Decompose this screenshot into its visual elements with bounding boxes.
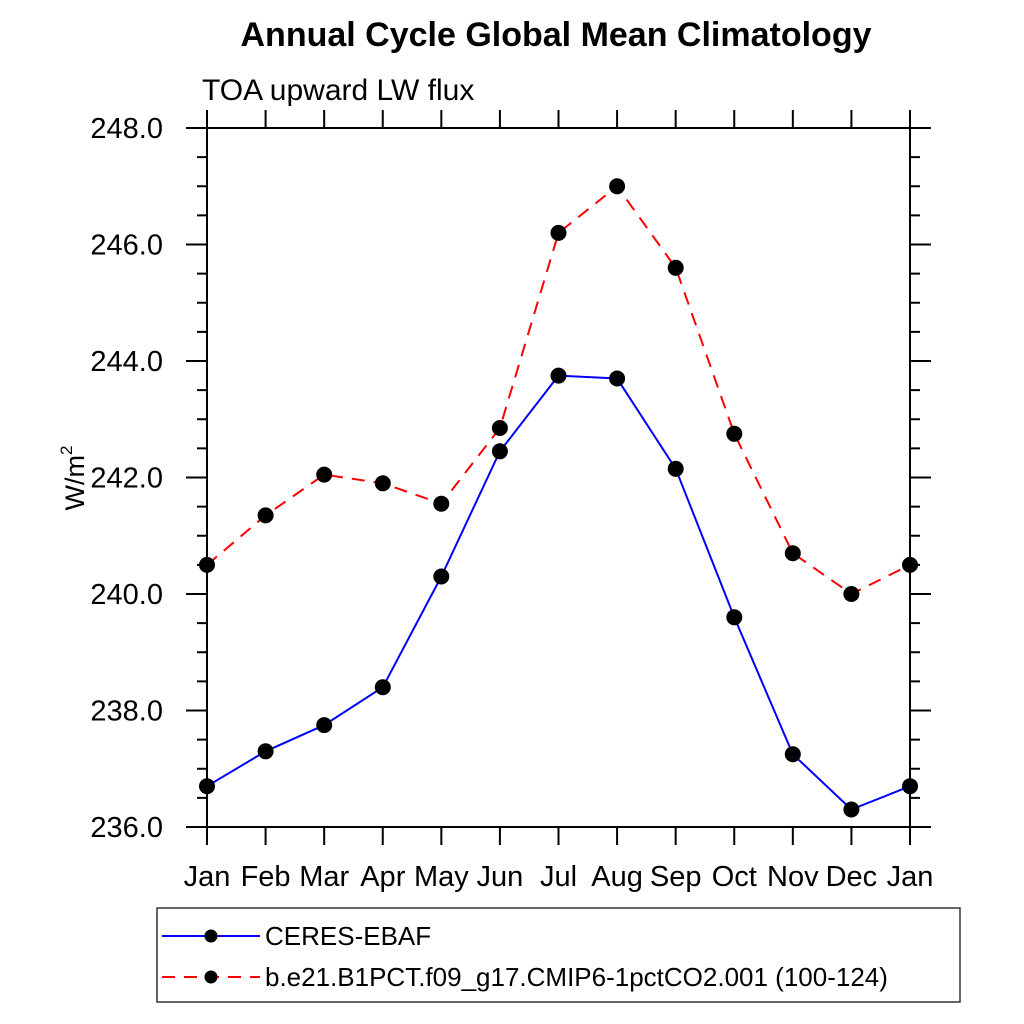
chart-subtitle: TOA upward LW flux [202, 74, 474, 107]
x-tick-label: Apr [360, 861, 405, 893]
data-point-marker [257, 507, 274, 524]
chart-title: Annual Cycle Global Mean Climatology [241, 16, 872, 54]
x-tick-label: Nov [767, 861, 819, 893]
series-line-dashed [206, 184, 911, 596]
data-point-marker [316, 466, 333, 483]
legend-marker-icon [204, 970, 218, 984]
data-point-marker [199, 556, 215, 573]
data-point-marker [784, 746, 801, 763]
data-point-marker [902, 556, 918, 573]
data-point-marker [199, 778, 215, 795]
data-point-marker [374, 679, 391, 696]
x-tick-label: Sep [650, 861, 702, 893]
legend: CERES-EBAF b.e21.B1PCT.f09_g17.CMIP6-1pc… [156, 907, 961, 1003]
data-point-marker [784, 545, 801, 562]
y-axis-label: W/m2 [57, 446, 90, 511]
data-point-marker [726, 425, 743, 442]
x-tick-label: Jan [184, 861, 231, 893]
data-point-marker [257, 743, 274, 760]
x-tick-label: Dec [826, 861, 878, 893]
y-axis-label-base: W/m [60, 455, 90, 510]
x-tick-label: Aug [591, 861, 643, 893]
data-point-marker [609, 178, 626, 195]
y-tick-label: 238.0 [90, 696, 163, 728]
data-series-layer [199, 178, 918, 818]
y-tick-label: 242.0 [90, 463, 163, 495]
legend-marker-icon [204, 929, 218, 943]
data-point-marker [433, 568, 450, 585]
x-tick-label: Jul [540, 861, 577, 893]
data-point-marker [550, 367, 567, 384]
x-tick-label: Oct [712, 861, 757, 893]
data-point-marker [374, 475, 391, 492]
x-tick-label: Feb [241, 861, 291, 893]
y-tick-label: 246.0 [90, 230, 163, 262]
y-axis-label-superscript: 2 [57, 446, 76, 455]
data-point-marker [667, 460, 684, 477]
data-point-marker [491, 420, 508, 436]
y-tick-label: 240.0 [90, 579, 163, 611]
x-tick-label: Jan [887, 861, 934, 893]
y-tick-label: 244.0 [90, 346, 163, 378]
legend-box [156, 907, 961, 1003]
x-tick-label: May [414, 861, 469, 893]
x-tick-labels: Jan Feb Mar Apr May Jun Jul Aug Sep Oct … [184, 861, 934, 893]
data-point-marker [316, 717, 333, 734]
data-point-marker [843, 801, 860, 818]
data-point-marker [609, 370, 626, 387]
legend-label-ceres-ebaf: CERES-EBAF [265, 921, 431, 951]
x-tick-label: Jun [477, 861, 524, 893]
data-point-marker [667, 259, 684, 276]
data-point-marker [433, 495, 450, 512]
data-point-marker [902, 778, 918, 795]
data-point-marker [491, 443, 508, 460]
data-point-marker [550, 224, 567, 241]
series-line-solid [206, 374, 911, 811]
x-tick-label: Mar [299, 861, 349, 893]
y-tick-label: 248.0 [90, 113, 163, 145]
data-point-marker [843, 586, 860, 602]
legend-label-model-run: b.e21.B1PCT.f09_g17.CMIP6-1pctCO2.001 (1… [265, 962, 888, 992]
data-point-marker [726, 609, 743, 626]
y-tick-label: 236.0 [90, 812, 163, 844]
axes [186, 110, 931, 845]
y-tick-labels: 248.0 246.0 244.0 242.0 240.0 238.0 236.… [90, 113, 163, 844]
